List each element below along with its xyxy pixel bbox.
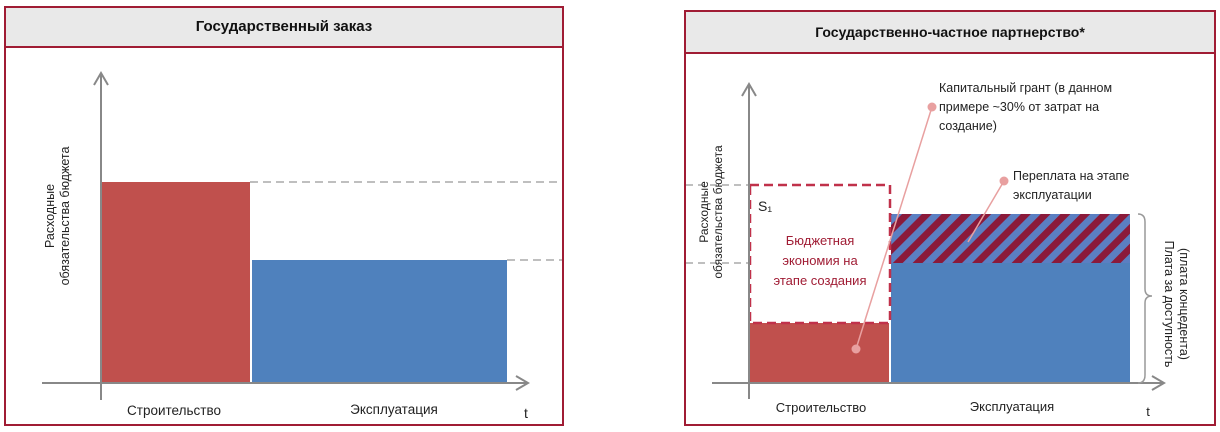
availability-line1: Плата за доступность (1162, 241, 1176, 368)
y-axis-arrow (93, 71, 109, 86)
right-x-label-build: Строительство (776, 400, 866, 415)
overpay-callout-line (967, 180, 1005, 243)
build-bar (101, 182, 250, 383)
right-title-text: Государственно-частное партнерство* (815, 24, 1085, 40)
savings-line1: Бюджетная (786, 233, 854, 248)
right-x-label-ops: Эксплуатация (970, 399, 1054, 414)
right-ylabel-line1: Расходные (697, 181, 711, 243)
availability-line2: (плата концедента) (1177, 248, 1191, 360)
left-panel: Государственный заказ Расходные обязател… (4, 6, 564, 426)
availability-brace (1137, 213, 1153, 384)
ops-bar (252, 260, 507, 383)
availability-bar (891, 263, 1130, 383)
right-panel-title: Государственно-частное партнерство* (686, 12, 1214, 54)
grant-callout-line (855, 106, 933, 350)
right-ylabel-line2: обязательства бюджета (711, 145, 725, 279)
right-diagram: Расходные обязательства бюджета S₁ Бюдже… (686, 81, 1191, 419)
overpay-line1: Переплата на этапе (1013, 169, 1129, 183)
x-axis-arrow (1151, 375, 1166, 391)
savings-line3: этапе создания (774, 273, 867, 288)
x-axis-arrow (515, 375, 530, 391)
left-ylabel-line2: обязательства бюджета (58, 147, 72, 286)
left-diagram: Расходные обязательства бюджета Строител… (42, 71, 562, 421)
right-x-axis-t: t (1146, 404, 1150, 419)
y-axis-arrow (741, 82, 757, 97)
grant-marker-icon (851, 344, 861, 354)
left-x-axis-t: t (524, 405, 528, 421)
left-ylabel-line1: Расходные (43, 184, 57, 248)
grant-marker-icon-top (927, 102, 937, 112)
grant-line3: создание) (939, 119, 997, 133)
overpay-line2: эксплуатации (1013, 188, 1092, 202)
grant-line1: Капитальный грант (в данном (939, 81, 1112, 95)
left-title-text: Государственный заказ (195, 18, 373, 35)
left-x-label-ops: Эксплуатация (350, 402, 438, 417)
s1-label: S₁ (758, 198, 772, 214)
savings-line2: экономия на (782, 253, 858, 268)
left-panel-title: Государственный заказ (6, 8, 562, 48)
right-panel: Государственно-частное партнерство* (684, 10, 1216, 426)
grant-line2: примере ~30% от затрат на (939, 100, 1099, 114)
overpayment-hatch (891, 214, 1130, 263)
savings-dashed-box (748, 183, 892, 325)
left-x-label-build: Строительство (127, 403, 221, 418)
overpay-marker-icon-top (999, 176, 1009, 186)
grant-build-bar (749, 323, 889, 383)
